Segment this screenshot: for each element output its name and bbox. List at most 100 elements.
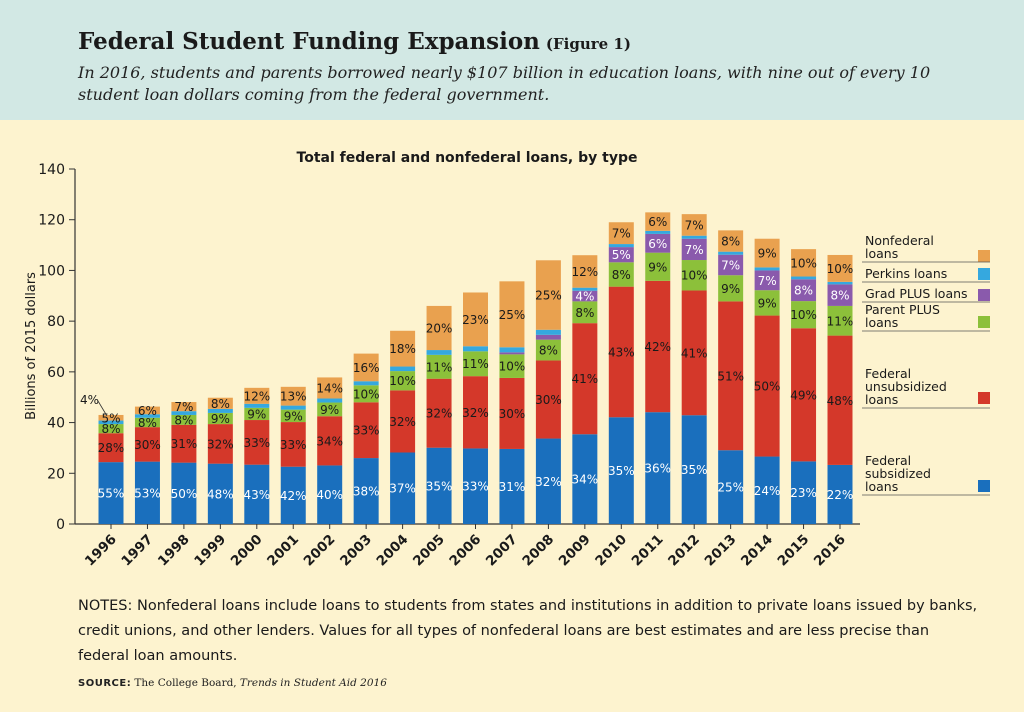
legend-label: loans xyxy=(865,479,898,494)
x-tick-label: 2016 xyxy=(811,532,849,570)
bar-segment xyxy=(645,252,671,281)
x-tick-label: 2015 xyxy=(774,532,812,570)
bar-segment xyxy=(791,461,817,524)
data-label: 10% xyxy=(681,269,708,283)
data-label: 32% xyxy=(462,406,489,420)
bar-segment xyxy=(353,353,379,382)
data-label: 14% xyxy=(316,381,343,395)
data-label: 5% xyxy=(101,411,120,425)
data-label: 23% xyxy=(790,486,817,500)
x-tick-label: 2004 xyxy=(374,532,412,570)
data-label: 22% xyxy=(827,488,854,502)
data-label: 43% xyxy=(608,345,635,359)
x-tick-label: 2014 xyxy=(738,532,776,570)
bar-segment xyxy=(791,301,817,329)
y-tick-label: 80 xyxy=(47,314,65,330)
data-label: 9% xyxy=(721,282,740,296)
bar-segment xyxy=(535,334,561,340)
x-tick-label: 2001 xyxy=(264,532,302,570)
bar-segment xyxy=(207,397,233,409)
data-label: 13% xyxy=(280,390,307,404)
bar-segment xyxy=(244,464,270,524)
bar-segment xyxy=(572,323,598,435)
data-label: 31% xyxy=(171,437,198,451)
data-label: 42% xyxy=(644,340,671,354)
data-label: 7% xyxy=(612,227,631,241)
data-label: 36% xyxy=(644,462,671,476)
bar-segment xyxy=(280,405,306,410)
bar-segment xyxy=(426,305,452,351)
bar-segment xyxy=(390,371,416,391)
bar-segment xyxy=(207,424,233,464)
data-label: 24% xyxy=(754,484,781,498)
x-tick-label: 1996 xyxy=(82,532,120,570)
bar-segment xyxy=(280,466,306,524)
bar-segment xyxy=(827,464,853,524)
data-label: 34% xyxy=(572,473,599,487)
data-label: 55% xyxy=(98,487,125,501)
data-label: 32% xyxy=(207,437,234,451)
bar-segment xyxy=(608,417,634,524)
data-label: 9% xyxy=(247,407,266,421)
bar-segment xyxy=(426,354,452,379)
bar-segment xyxy=(98,420,124,425)
data-label: 41% xyxy=(681,346,708,360)
source-label: SOURCE: xyxy=(78,678,132,689)
x-tick-label: 1999 xyxy=(191,532,229,570)
bar-segment xyxy=(645,230,671,234)
bar-segment xyxy=(207,463,233,524)
bar-segment xyxy=(645,233,671,253)
data-label: 8% xyxy=(138,416,157,430)
legend-label: loans xyxy=(865,392,898,407)
bar-segment xyxy=(827,335,853,465)
data-label: 8% xyxy=(830,289,849,303)
bar-segment xyxy=(390,390,416,453)
y-tick-label: 20 xyxy=(47,466,65,482)
bar-segment xyxy=(426,378,452,448)
bar-segment xyxy=(754,270,780,291)
data-label: 9% xyxy=(648,260,667,274)
data-label: 31% xyxy=(499,480,526,494)
annotation-label: 4% xyxy=(80,393,99,407)
data-label: 50% xyxy=(171,487,198,501)
figure-title-text: Federal Student Funding Expansion xyxy=(78,28,540,55)
bar-segment xyxy=(280,409,306,423)
bar-segment xyxy=(134,414,160,418)
bar-segment xyxy=(244,407,270,421)
data-label: 10% xyxy=(353,387,380,401)
bar-segment xyxy=(535,360,561,439)
data-label: 9% xyxy=(320,403,339,417)
bar-segment xyxy=(499,377,525,449)
bar-segment xyxy=(718,254,744,276)
bar-segment xyxy=(98,433,124,463)
y-axis-label: Billions of 2015 dollars xyxy=(24,272,39,420)
data-label: 11% xyxy=(462,357,489,371)
bar-segment xyxy=(463,351,488,377)
y-tick-label: 120 xyxy=(38,213,65,229)
bar-segment xyxy=(681,290,707,416)
data-label: 8% xyxy=(211,397,230,411)
data-label: 12% xyxy=(572,265,599,279)
x-tick-label: 2006 xyxy=(446,532,484,570)
data-label: 33% xyxy=(462,480,489,494)
data-label: 9% xyxy=(758,296,777,310)
data-label: 7% xyxy=(721,258,740,272)
data-label: 8% xyxy=(794,284,813,298)
data-label: 18% xyxy=(389,342,416,356)
data-label: 37% xyxy=(389,482,416,496)
data-label: 16% xyxy=(353,361,380,375)
bar-segment xyxy=(718,301,744,451)
bar-segment xyxy=(463,292,488,347)
data-label: 34% xyxy=(316,434,343,448)
data-label: 12% xyxy=(243,389,270,403)
bar-segment xyxy=(718,275,744,302)
bar-segment xyxy=(353,458,379,524)
bar-segment xyxy=(171,402,197,412)
bar-segment xyxy=(827,281,853,285)
data-label: 8% xyxy=(575,306,594,320)
data-label: 6% xyxy=(648,215,667,229)
bar-segment xyxy=(317,416,343,466)
bar-segment xyxy=(390,366,416,372)
data-label: 33% xyxy=(280,438,307,452)
annotation-leader xyxy=(97,400,108,417)
